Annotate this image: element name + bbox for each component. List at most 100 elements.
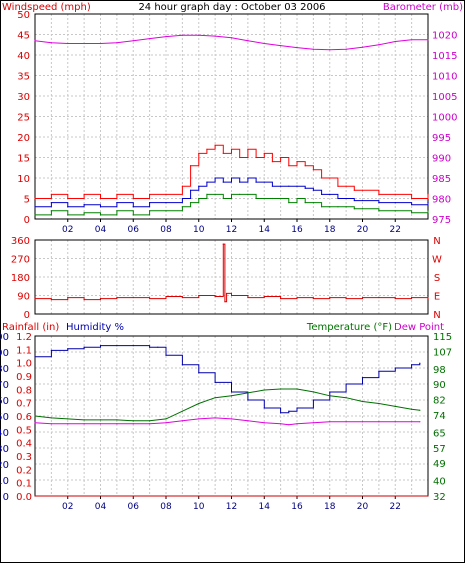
low-series-line-point <box>67 214 69 216</box>
direction-panel-series <box>34 243 429 303</box>
humidity-series-line-point <box>214 381 216 383</box>
humidity-series-line-point <box>132 345 134 347</box>
avg-series-line-point <box>132 206 134 208</box>
temperature-series-line-point <box>263 389 265 391</box>
direction-series-line-point <box>312 297 314 300</box>
yticks-humidity-label: 20 <box>0 460 9 471</box>
low-series-line <box>35 193 429 216</box>
temperature-series-line-point <box>345 397 347 399</box>
avg-series-line-point <box>320 193 323 195</box>
humidity-series-line-point <box>288 410 290 412</box>
direction-series-line-point <box>329 296 331 299</box>
rain-humidity-temperature-panel: Rainfall (in) Humidity % Temperature (°F… <box>0 322 452 512</box>
low-series-line-point <box>230 193 233 195</box>
avg-series-line-point <box>329 193 331 195</box>
gust-series-line-point <box>230 148 233 150</box>
temperature-series-line-point <box>230 395 233 397</box>
humidity-series-line-point <box>50 349 52 351</box>
yticks-rain-label: 0.3 <box>16 452 32 463</box>
direction-panel-plot-area <box>34 239 429 315</box>
yticks-rain-label: 0.9 <box>16 372 32 383</box>
temperature-series-line-point <box>165 418 167 420</box>
temperature-series-line-point <box>116 419 118 421</box>
gust-series-line-point <box>411 197 413 200</box>
barometer-series-line-point <box>329 49 331 51</box>
gust-series-line-point <box>206 148 208 150</box>
temperature-series-line-point <box>132 420 134 422</box>
yticks-rain-label: 0.5 <box>16 425 32 436</box>
low-series-line-point <box>132 214 134 216</box>
low-series-line-point <box>312 202 314 204</box>
x-tick-label: 20 <box>357 502 369 512</box>
gust-series-line-point <box>189 165 192 167</box>
barometer-tick-labels: 975 980 985 990 995 1000 1005 1010 1015 1020 <box>432 31 457 227</box>
avg-series-line-point <box>255 181 257 183</box>
avg-series-line-point <box>189 189 192 191</box>
dewpoint-series-line-point <box>411 421 413 423</box>
barometer-series-line-point <box>34 40 36 42</box>
barometer-series-line-point <box>247 40 249 42</box>
avg-series-line-point <box>271 185 274 187</box>
gust-series-line-point <box>99 197 102 200</box>
barometer-series-line-point <box>230 37 233 39</box>
temperature-series-line-point <box>50 417 52 419</box>
direction-series-line-point <box>214 295 216 298</box>
rain-panel-series <box>34 345 429 497</box>
low-series-line-point <box>411 212 413 214</box>
temperature-series-line-point <box>329 395 331 397</box>
dewpoint-series-line-point <box>34 422 36 424</box>
direction-series-line-point <box>165 295 167 298</box>
barometer-series-line-point <box>116 42 118 44</box>
x-tick-label: 02 <box>62 225 73 235</box>
yticks-humidity-label: 80 <box>0 364 9 375</box>
direction-degree-tick-labels: 360 270 180 90 0 <box>11 236 30 321</box>
low-series-line-point <box>116 210 118 212</box>
temperature-series-line-point <box>181 410 183 412</box>
yticks-rain-label: 0.2 <box>16 465 32 476</box>
low-series-line-point <box>255 197 257 200</box>
avg-series-line-point <box>99 206 102 208</box>
humidity-series-line-point <box>345 383 347 385</box>
gust-series-line-point <box>214 144 216 146</box>
yticks-left-label: 360 <box>11 236 30 247</box>
yticks-rain-label: 0.8 <box>16 385 32 396</box>
avg-series-line-point <box>345 197 347 200</box>
rainfall-tick-labels: 0.0 0.1 0.2 0.3 0.4 0.5 0.6 0.7 0.8 0.9 1.0 1.1 1.2 <box>16 332 32 503</box>
low-series-line-point <box>99 214 102 216</box>
rainfall-axis-label: Rainfall (in) <box>2 322 59 333</box>
barometer-series-line-point <box>132 40 134 42</box>
yticks-humidity-label: 10 <box>0 476 9 487</box>
yticks-right-label: 1005 <box>432 92 457 103</box>
dewpoint-series-line-point <box>165 422 167 424</box>
gust-series-line-point <box>337 185 339 187</box>
yticks-left-label: 15 <box>17 154 30 165</box>
windspeed-axis-label: Windspeed (mph) <box>2 2 91 13</box>
rainfall-series-line-point <box>34 495 36 497</box>
avg-series-line-point <box>263 181 265 183</box>
low-series-line-point <box>280 197 282 200</box>
yticks-left-label: 5 <box>24 195 30 206</box>
humidity-series-line-point <box>149 346 151 348</box>
dewpoint-series-line-point <box>329 421 331 423</box>
low-series-line-point <box>50 210 52 212</box>
barometer-series-line-point <box>312 48 314 50</box>
yticks-left-label: 25 <box>17 113 30 124</box>
avg-series-line-point <box>304 187 306 189</box>
dewpoint-series-line-point <box>419 421 421 423</box>
yticks-rain-label: 0.6 <box>16 412 32 423</box>
x-tick-label: 02 <box>62 502 73 512</box>
temperature-series-line-point <box>419 409 421 411</box>
direction-series-line-point <box>116 296 118 299</box>
direction-series-line-point <box>83 299 85 301</box>
humidity-series-line-point <box>34 356 36 358</box>
low-series-line-point <box>394 210 396 212</box>
barometer-series-line-point <box>411 39 413 41</box>
temperature-series-line-point <box>99 419 102 421</box>
yticks-right-label: 985 <box>432 174 451 185</box>
low-series-line-point <box>288 202 290 204</box>
yticks-humidity-label: 60 <box>0 396 9 407</box>
avg-series-line-point <box>34 206 36 208</box>
windspeed-tick-labels: 0 5 10 15 20 25 30 35 40 45 50 <box>17 10 30 226</box>
direction-series-line-point <box>411 296 413 299</box>
gust-series-line-point <box>378 193 380 195</box>
